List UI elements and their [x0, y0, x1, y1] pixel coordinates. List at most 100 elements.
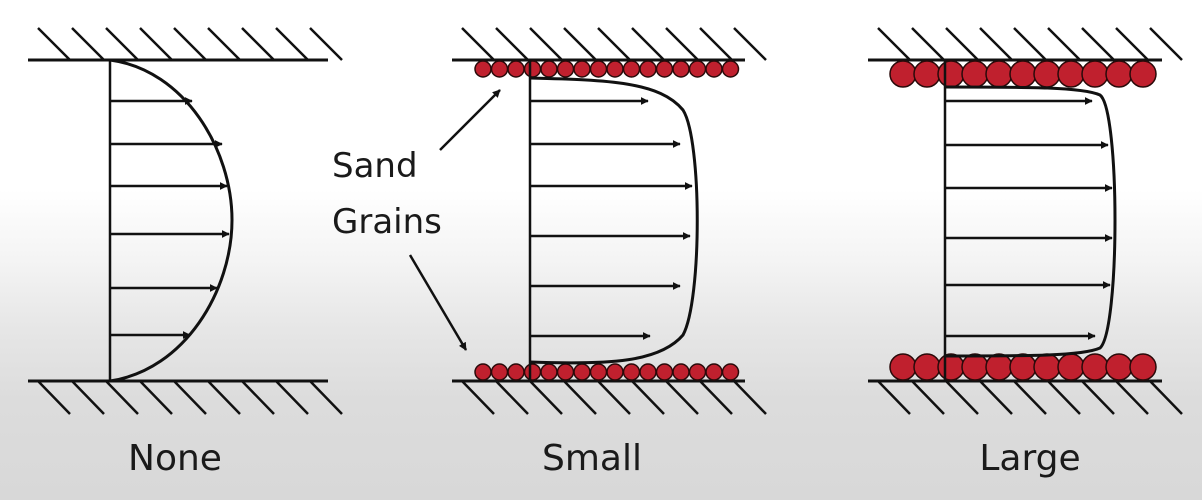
top-wall-hatch	[945, 27, 979, 61]
top-wall-hatch	[911, 27, 945, 61]
bottom-sand-grain	[490, 363, 509, 381]
bottom-wall-hatch	[1115, 380, 1149, 415]
bottom-wall-hatch	[1081, 380, 1115, 415]
top-sand-grain	[1057, 60, 1085, 88]
top-sand-grain	[961, 60, 989, 88]
bottom-sand-grain	[1105, 353, 1133, 381]
top-wall-hatch	[139, 27, 173, 61]
top-wall-hatch	[699, 27, 733, 61]
top-wall-hatch	[105, 27, 139, 61]
top-sand-grain	[1033, 60, 1061, 88]
panel-none	[28, 27, 343, 415]
top-sand-grain	[639, 60, 657, 78]
top-sand-grain	[507, 60, 525, 78]
bottom-wall-hatch	[665, 380, 699, 415]
top-wall-hatch	[665, 27, 699, 61]
bottom-sand-grain	[1057, 353, 1085, 381]
bottom-wall-hatch	[1013, 380, 1047, 415]
bottom-wall-hatch	[597, 380, 631, 415]
bottom-wall-hatch	[631, 380, 665, 415]
top-wall-hatch	[207, 27, 241, 61]
bottom-wall-hatch	[1047, 380, 1081, 415]
bottom-sand-grain	[705, 363, 723, 381]
top-wall-hatch	[631, 27, 665, 61]
top-wall-hatch	[37, 27, 71, 61]
top-sand-grain	[1009, 60, 1037, 88]
bottom-sand-grain	[639, 363, 657, 381]
bottom-sand-grain	[1033, 353, 1061, 381]
top-sand-grain	[721, 60, 740, 78]
bottom-wall-hatch	[877, 380, 911, 415]
bottom-sand-grain	[556, 363, 575, 381]
velocity-profile-curve	[529, 76, 699, 365]
bottom-wall-hatch	[309, 380, 343, 415]
top-wall-hatch	[979, 27, 1013, 61]
top-sand-grain	[1081, 60, 1109, 88]
top-wall-hatch	[1149, 27, 1183, 61]
panel-large	[868, 27, 1183, 415]
top-wall-hatch	[1013, 27, 1047, 61]
bottom-wall-hatch	[207, 380, 241, 415]
bottom-wall-hatch	[495, 380, 529, 415]
caption-small: Small	[542, 438, 642, 479]
top-sand-grain	[589, 60, 608, 78]
bottom-wall-hatch	[71, 380, 105, 415]
caption-none: None	[128, 438, 222, 479]
bottom-sand-grain	[889, 353, 917, 381]
top-wall-hatch	[733, 27, 767, 61]
top-sand-grain	[672, 60, 690, 78]
bottom-wall-hatch	[275, 380, 309, 415]
top-wall-hatch	[495, 27, 529, 61]
bottom-sand-grain	[1081, 353, 1109, 381]
top-wall-hatch	[71, 27, 105, 61]
top-sand-grain	[889, 60, 917, 88]
top-sand-grain	[985, 60, 1013, 88]
bottom-wall-hatch	[105, 380, 139, 415]
bottom-wall-hatch	[173, 380, 207, 415]
bottom-wall-hatch	[911, 380, 945, 415]
bottom-wall-hatch	[733, 380, 767, 415]
annotation-arrow-bottom	[408, 254, 468, 351]
bottom-sand-grain	[507, 363, 525, 381]
top-sand-grain	[622, 60, 641, 78]
bottom-wall-hatch	[139, 380, 173, 415]
bottom-sand-grain	[523, 363, 542, 381]
bottom-sand-grain	[913, 353, 941, 381]
bottom-wall-hatch	[529, 380, 563, 415]
panel-small	[452, 27, 767, 415]
annotation-sand: Sand	[332, 146, 418, 186]
top-sand-grain	[705, 60, 723, 78]
bottom-sand-grain	[540, 363, 558, 381]
top-sand-grain	[573, 60, 591, 78]
top-wall-hatch	[597, 27, 631, 61]
bottom-wall-hatch	[979, 380, 1013, 415]
bottom-sand-grain	[622, 363, 641, 381]
top-wall-hatch	[1115, 27, 1149, 61]
annotation-arrow-top	[439, 89, 501, 151]
bottom-wall-hatch	[563, 380, 597, 415]
bottom-sand-grain	[1129, 353, 1157, 381]
top-wall-hatch	[275, 27, 309, 61]
top-wall-hatch	[1047, 27, 1081, 61]
top-sand-grain	[540, 60, 558, 78]
velocity-profile-curve	[109, 58, 234, 383]
top-sand-grain	[474, 60, 492, 78]
bottom-sand-grain	[1009, 353, 1037, 381]
top-wall-hatch	[461, 27, 495, 61]
bottom-sand-grain	[589, 363, 608, 381]
top-wall-hatch	[529, 27, 563, 61]
top-wall-hatch	[563, 27, 597, 61]
bottom-sand-grain	[655, 363, 674, 381]
top-sand-grain	[688, 60, 707, 78]
top-sand-grain	[1129, 60, 1157, 88]
bottom-sand-grain	[606, 363, 624, 381]
bottom-sand-grain	[672, 363, 690, 381]
top-wall-hatch	[173, 27, 207, 61]
top-sand-grain	[655, 60, 674, 78]
bottom-sand-grain	[961, 353, 989, 381]
bottom-sand-grain	[937, 353, 965, 381]
bottom-sand-grain	[985, 353, 1013, 381]
bottom-sand-grain	[573, 363, 591, 381]
